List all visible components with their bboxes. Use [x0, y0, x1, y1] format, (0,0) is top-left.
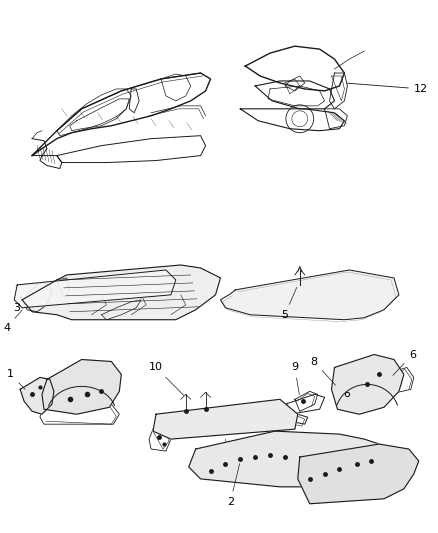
Text: 9: 9 [291, 362, 299, 394]
Polygon shape [153, 399, 298, 439]
Text: 5: 5 [281, 287, 297, 320]
Text: 12: 12 [347, 83, 428, 94]
Text: 10: 10 [149, 362, 184, 395]
Text: 2: 2 [227, 464, 240, 507]
Polygon shape [42, 360, 121, 414]
Polygon shape [189, 431, 389, 487]
Text: 3: 3 [13, 297, 21, 313]
Polygon shape [14, 270, 176, 308]
Polygon shape [20, 377, 54, 414]
Polygon shape [298, 444, 419, 504]
Text: 4: 4 [3, 310, 22, 333]
Polygon shape [332, 354, 404, 414]
Polygon shape [22, 265, 220, 320]
Text: 8: 8 [311, 357, 336, 385]
Text: 6: 6 [393, 350, 416, 375]
Text: 1: 1 [7, 369, 25, 389]
Polygon shape [220, 270, 399, 320]
